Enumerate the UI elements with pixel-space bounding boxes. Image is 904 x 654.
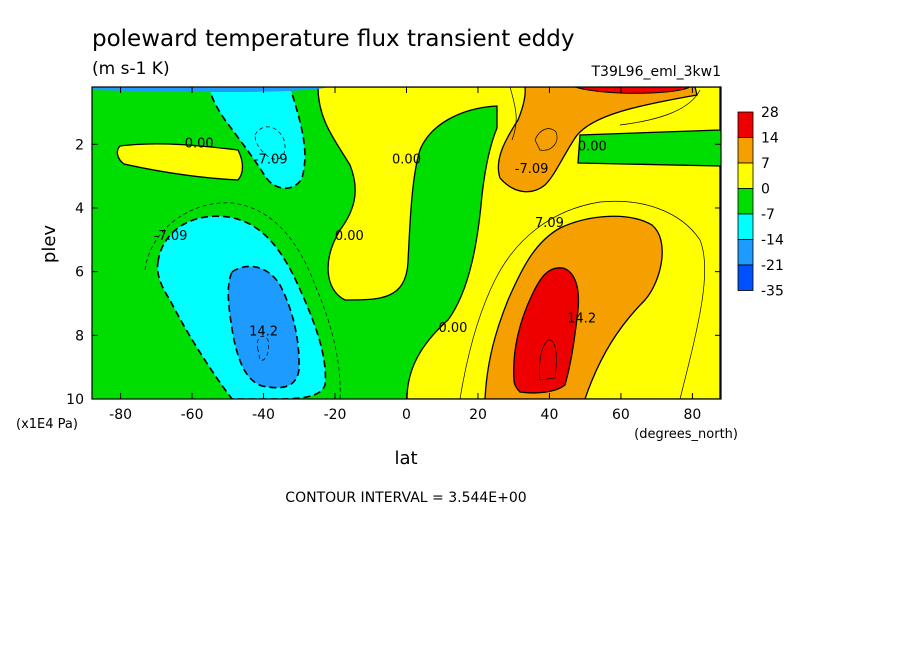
y-axis: 2 4 6 8 10 [66, 137, 721, 408]
x-tick-label: 60 [612, 407, 630, 423]
contour-label: 0.00 [392, 152, 421, 167]
colorbar-swatch [737, 137, 754, 164]
x-tick-label: 20 [469, 407, 487, 423]
thin-contour-4 [509, 87, 701, 141]
contour-label: 0.00 [335, 229, 364, 244]
colorbar-swatch [737, 264, 754, 291]
contour-label: -7.09 [515, 162, 549, 177]
colorbar-swatch [737, 213, 754, 240]
x-tick-label: -20 [324, 407, 347, 423]
negative-region-upper [209, 87, 306, 190]
contour-label: 14.2 [249, 324, 278, 339]
colorbar-label: -14 [761, 233, 784, 249]
strong-negative-core [227, 265, 300, 389]
y-tick-label: 10 [66, 392, 84, 408]
thin-contour-2 [459, 200, 706, 399]
y-tick-label: 6 [75, 265, 84, 281]
thin-contour-3 [539, 339, 557, 381]
y-axis-units: (x1E4 Pa) [16, 417, 78, 432]
x-tick-label: -80 [109, 407, 132, 423]
colorbar-label: 7 [761, 156, 770, 172]
contour-label: 0.00 [578, 140, 607, 155]
contour-label: 0.00 [438, 321, 467, 336]
positive-region-left [116, 143, 244, 181]
contour-field [92, 87, 721, 399]
colorbar-swatch [737, 188, 754, 215]
colorbar-label: 14 [761, 131, 779, 147]
contour-label: -7.09 [154, 229, 188, 244]
contour-label: -7.09 [254, 152, 288, 167]
colorbar-label: 28 [761, 105, 779, 121]
colorbar-swatch [737, 111, 754, 138]
run-label: T39L96_eml_3kw1 [591, 64, 722, 80]
colorbar-label: -7 [761, 207, 775, 223]
contour-labels: 0.00 -7.09 -7.09 0.00 0.00 14.2 0.00 -7.09 0.00 7… [154, 136, 607, 339]
top-blue-strip [92, 87, 330, 92]
y-tick-label: 8 [75, 328, 84, 344]
x-axis-units: (degrees_north) [634, 427, 738, 442]
colorbar: 28 14 7 0 -7 -14 -21 -35 [737, 105, 784, 300]
thin-contour-6 [534, 128, 558, 151]
x-axis-label: lat [394, 448, 417, 469]
y-axis-label: plev [39, 225, 60, 264]
x-tick-label: -60 [181, 407, 204, 423]
x-tick-label: -40 [252, 407, 275, 423]
colorbar-label: -21 [761, 258, 784, 274]
thin-contour-7 [256, 336, 269, 361]
colorbar-swatch [737, 239, 754, 266]
strong-positive-top [574, 87, 691, 94]
positive-region-orange-upper [497, 87, 698, 193]
chart-title: poleward temperature flux transient eddy [92, 26, 574, 52]
contour-label: 7.09 [535, 216, 564, 231]
y-tick-label: 2 [75, 137, 84, 153]
chart-subtitle: (m s-1 K) [92, 59, 170, 79]
x-axis: -80 -60 -40 -20 0 20 40 60 80 [109, 87, 701, 423]
colorbar-label: -35 [761, 284, 784, 300]
thin-contour-1 [144, 202, 341, 399]
x-tick-label: 40 [541, 407, 559, 423]
contour-label: 0.00 [185, 136, 214, 151]
y-tick-label: 4 [75, 201, 84, 217]
x-tick-label: 0 [402, 407, 411, 423]
contour-label: 14.2 [567, 312, 596, 327]
colorbar-swatch [737, 162, 754, 189]
contour-interval-note: CONTOUR INTERVAL = 3.544E+00 [285, 490, 526, 506]
strong-positive-core [513, 267, 580, 394]
x-tick-label: 80 [683, 407, 701, 423]
colorbar-label: 0 [761, 182, 770, 198]
